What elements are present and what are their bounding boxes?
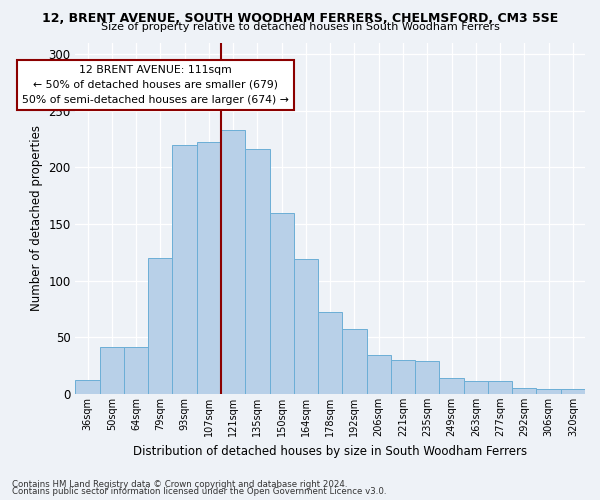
Text: Contains HM Land Registry data © Crown copyright and database right 2024.: Contains HM Land Registry data © Crown c…	[12, 480, 347, 489]
Text: Contains public sector information licensed under the Open Government Licence v3: Contains public sector information licen…	[12, 487, 386, 496]
Bar	[415, 361, 439, 394]
Bar	[76, 380, 100, 394]
Bar	[536, 390, 561, 394]
Text: Size of property relative to detached houses in South Woodham Ferrers: Size of property relative to detached ho…	[101, 22, 499, 32]
Bar	[294, 259, 318, 394]
Bar	[124, 348, 148, 394]
Bar	[318, 312, 343, 394]
Y-axis label: Number of detached properties: Number of detached properties	[29, 125, 43, 311]
Bar	[269, 212, 294, 394]
Bar	[245, 149, 269, 394]
Text: 12 BRENT AVENUE: 111sqm
← 50% of detached houses are smaller (679)
50% of semi-d: 12 BRENT AVENUE: 111sqm ← 50% of detache…	[22, 65, 289, 105]
Text: 12, BRENT AVENUE, SOUTH WOODHAM FERRERS, CHELMSFORD, CM3 5SE: 12, BRENT AVENUE, SOUTH WOODHAM FERRERS,…	[42, 12, 558, 24]
Bar	[148, 258, 172, 394]
Bar	[464, 382, 488, 394]
Bar	[439, 378, 464, 394]
Bar	[367, 356, 391, 394]
Bar	[221, 130, 245, 394]
Bar	[197, 142, 221, 394]
Bar	[488, 382, 512, 394]
Bar	[512, 388, 536, 394]
Bar	[391, 360, 415, 394]
Bar	[343, 330, 367, 394]
Bar	[561, 390, 585, 394]
Bar	[100, 348, 124, 394]
Bar	[172, 144, 197, 394]
X-axis label: Distribution of detached houses by size in South Woodham Ferrers: Distribution of detached houses by size …	[133, 444, 527, 458]
